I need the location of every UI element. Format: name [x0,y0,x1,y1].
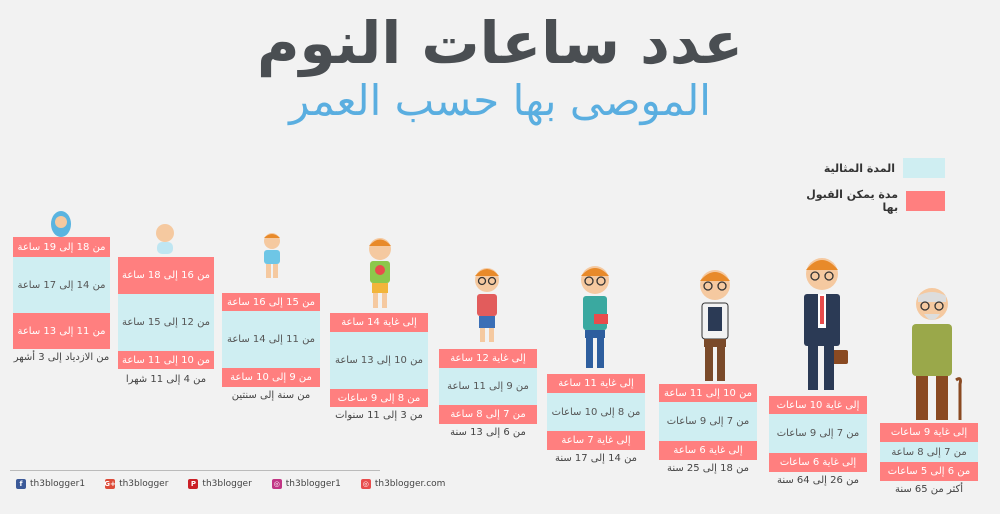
page-title: عدد ساعات النوم [257,9,743,77]
acceptable-min-cell: من 8 إلى 9 ساعات [330,389,428,407]
age-label: من 4 إلى 11 شهرا [125,374,207,385]
acceptable-min-cell: إلى غاية 6 ساعات [769,453,867,472]
ideal-cell: من 14 إلى 17 ساعة [13,257,110,313]
newborn-icon [50,210,72,242]
acceptable-max-cell: من 18 إلى 19 ساعة [13,237,110,257]
acceptable-min-cell: إلى غاية 6 ساعة [659,441,757,460]
age-group-preschooler: إلى غاية 14 ساعة من 10 إلى 13 ساعة من 8 … [330,313,428,407]
age-label: من 26 إلى 64 سنة [776,475,860,486]
age-group-newborn: من 18 إلى 19 ساعة من 14 إلى 17 ساعة من 1… [13,237,110,349]
pinterest-icon: P [188,479,199,489]
ideal-cell: من 8 إلى 10 ساعات [547,393,645,431]
adult-icon [796,254,848,398]
ideal-cell: من 12 إلى 15 ساعة [118,294,214,351]
footer-link-website[interactable]: ◎ th3blogger.com [360,479,446,489]
footer-link-pinterest[interactable]: P th3blogger [188,479,252,489]
senior-icon [904,284,964,428]
ideal-cell: من 7 إلى 8 ساعة [880,442,978,462]
acceptable-min-cell: من 9 إلى 10 ساعة [222,368,320,387]
legend-ideal-label: المدة المثالية [823,161,895,175]
footer-link-label: th3blogger1 [30,479,86,489]
acceptable-min-cell: من 6 إلى 5 ساعات [880,462,978,481]
age-label: من 18 إلى 25 سنة [666,463,750,474]
facebook-icon: f [16,479,26,489]
infant-icon [152,222,178,262]
ideal-cell: من 11 إلى 14 ساعة [222,311,320,368]
acceptable-max-cell: إلى غاية 10 ساعات [769,396,867,414]
acceptable-min-cell: من 11 إلى 13 ساعة [13,313,110,349]
ideal-cell: من 7 إلى 9 ساعات [769,414,867,453]
school-child-icon [470,266,504,350]
acceptable-max-cell: من 16 إلى 18 ساعة [118,257,214,294]
ideal-cell: من 7 إلى 9 ساعات [659,402,757,441]
age-label: من 3 إلى 11 سنوات [335,410,423,421]
young-adult-icon [694,267,736,389]
legend-ideal: المدة المثالية [795,158,945,178]
age-group-teen: إلى غاية 11 ساعة من 8 إلى 10 ساعات إلى غ… [547,374,645,450]
age-group-young-adult: من 10 إلى 11 ساعة من 7 إلى 9 ساعات إلى غ… [659,384,757,460]
legend: المدة المثالية مدة يمكن القبول بها [795,158,945,224]
acceptable-min-cell: من 10 إلى 11 ساعة [118,351,214,369]
footer-link-google-plus[interactable]: G+ th3blogger [104,479,169,489]
teen-icon [576,264,614,376]
age-group-senior: إلى غاية 9 ساعات من 7 إلى 8 ساعة من 6 إل… [880,423,978,481]
google-plus-icon: G+ [104,479,116,489]
ideal-cell: من 10 إلى 13 ساعة [330,332,428,389]
age-label: أكثر من 65 سنة [894,484,964,495]
ideal-cell: من 9 إلى 11 ساعة [439,368,537,405]
preschooler-icon [364,237,396,315]
footer-social-links: f th3blogger1 G+ th3blogger P th3blogger… [16,479,445,489]
age-group-school-child: إلى غاية 12 ساعة من 9 إلى 11 ساعة من 7 إ… [439,349,537,424]
footer-link-label: th3blogger [119,479,169,489]
legend-acceptable-label: مدة يمكن القبول بها [806,188,899,214]
age-label: من 14 إلى 17 سنة [554,453,638,464]
instagram-icon: ◎ [271,479,282,489]
legend-ideal-swatch [903,158,945,178]
footer-link-instagram[interactable]: ◎ th3blogger1 [271,479,341,489]
acceptable-min-cell: إلى غاية 7 ساعة [547,431,645,450]
legend-acceptable-swatch [906,191,945,211]
age-group-adult: إلى غاية 10 ساعات من 7 إلى 9 ساعات إلى غ… [769,396,867,472]
age-label: من سنة إلى سنتين [231,390,311,401]
acceptable-max-cell: إلى غاية 14 ساعة [330,313,428,332]
age-group-toddler: من 15 إلى 16 ساعة من 11 إلى 14 ساعة من 9… [222,293,320,387]
footer-link-facebook[interactable]: f th3blogger1 [16,479,85,489]
acceptable-max-cell: إلى غاية 12 ساعة [439,349,537,368]
age-label: من 6 إلى 13 سنة [450,427,526,438]
footer-link-label: th3blogger [202,479,252,489]
website-icon: ◎ [360,479,371,489]
acceptable-max-cell: من 10 إلى 11 ساعة [659,384,757,402]
page-subtitle: الموصى بها حسب العمر [289,76,711,125]
acceptable-max-cell: إلى غاية 11 ساعة [547,374,645,393]
legend-acceptable: مدة يمكن القبول بها [795,188,945,214]
age-label: من الازدياد إلى 3 أشهر [13,352,110,363]
toddler-icon [258,232,286,286]
footer-link-label: th3blogger.com [374,479,446,489]
footer-link-label: th3blogger1 [285,479,341,489]
footer-divider [10,470,380,471]
acceptable-max-cell: إلى غاية 9 ساعات [880,423,978,442]
acceptable-min-cell: من 7 إلى 8 ساعة [439,405,537,424]
age-group-infant: من 16 إلى 18 ساعة من 12 إلى 15 ساعة من 1… [118,257,214,369]
acceptable-max-cell: من 15 إلى 16 ساعة [222,293,320,311]
